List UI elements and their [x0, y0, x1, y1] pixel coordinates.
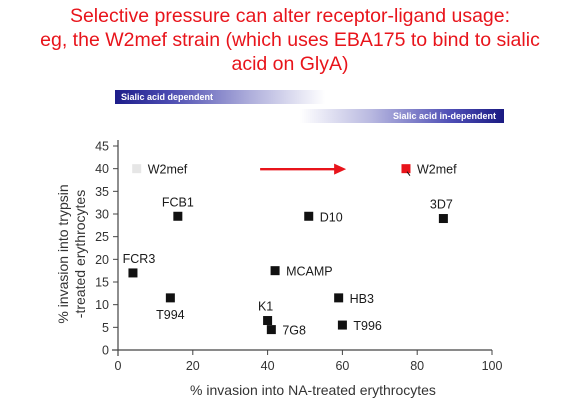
point-label: T996: [353, 319, 382, 333]
slide-title: Selective pressure can alter receptor-li…: [0, 4, 580, 76]
point-label: W2mef: [148, 163, 188, 177]
point-marker: [270, 266, 280, 276]
point-label: HB3: [350, 292, 374, 306]
band-sialic-dependent: Sialic acid dependent: [115, 90, 325, 104]
chart-axes: [112, 140, 492, 356]
point-label: K1: [258, 300, 273, 314]
y-tick-label: 20: [95, 253, 109, 267]
point-marker-tick: [406, 171, 411, 176]
point-label: MCAMP: [286, 265, 333, 279]
x-tick-label: 60: [335, 359, 349, 373]
x-axis-title: % invasion into NA-treated erythrocytes: [190, 382, 436, 398]
point-marker: [165, 293, 175, 303]
point-marker: [128, 268, 138, 278]
y-tick-label: 25: [95, 230, 109, 244]
point-label: D10: [320, 210, 343, 224]
shift-arrow-head: [334, 163, 347, 175]
point-label: FCB1: [162, 195, 194, 209]
point-marker: [337, 320, 347, 330]
title-line-2: eg, the W2mef strain (which uses EBA175 …: [40, 29, 540, 51]
band-sialic-dependent-label: Sialic acid dependent: [121, 92, 214, 102]
point-label: 3D7: [430, 198, 453, 212]
point-marker: [401, 164, 411, 174]
y-tick-label: 40: [95, 162, 109, 176]
y-tick-label: 35: [95, 185, 109, 199]
x-tick-label: 80: [410, 359, 424, 373]
title-line-1: Selective pressure can alter receptor-li…: [69, 5, 511, 27]
point-label: W2mef: [417, 163, 457, 177]
y-axis-title-line-1: % invasion into trypsin: [55, 184, 71, 323]
x-tick-label: 40: [261, 359, 275, 373]
point-marker: [438, 214, 448, 224]
point-label: 7G8: [282, 324, 306, 338]
point-marker: [132, 164, 142, 174]
band-sialic-independent: Sialic acid in-dependent: [300, 109, 504, 123]
y-tick-label: 10: [95, 298, 109, 312]
y-tick-label: 15: [95, 276, 109, 290]
point-label: FCR3: [123, 252, 156, 266]
point-marker: [266, 325, 276, 335]
chart-ticks: 0 5 10 15 20 25 30 35 40 45 0 20 40 60 80 100: [95, 140, 502, 374]
band-sialic-independent-label: Sialic acid in-dependent: [392, 111, 496, 121]
y-tick-label: 5: [102, 321, 109, 335]
x-tick-label: 0: [115, 359, 122, 373]
point-marker: [334, 293, 344, 303]
chart-marks: W2mef W2mef 3D7 FCB1 D10 FCR3 MCAMP T994 HB3 K1 7G…: [123, 163, 457, 338]
y-tick-label: 30: [95, 208, 109, 222]
point-label: T994: [156, 308, 185, 322]
x-tick-label: 20: [186, 359, 200, 373]
y-tick-label: 45: [95, 140, 109, 154]
point-marker: [173, 211, 183, 221]
point-marker: [304, 211, 314, 221]
y-axis-title-line-2: -treated erythrocytes: [72, 190, 88, 318]
y-tick-label: 0: [102, 344, 109, 358]
x-tick-label: 100: [482, 359, 503, 373]
point-marker: [263, 316, 273, 326]
title-line-3: acid on GlyA): [231, 53, 349, 75]
